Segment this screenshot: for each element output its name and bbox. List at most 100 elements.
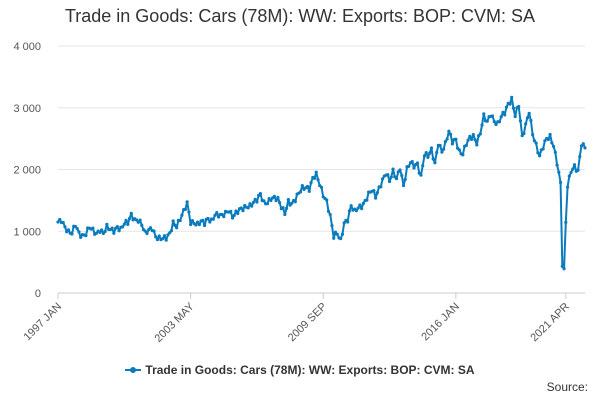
data-point	[148, 226, 153, 230]
data-point	[508, 102, 512, 106]
data-point	[387, 179, 392, 184]
data-point	[340, 232, 345, 236]
data-point	[510, 95, 514, 99]
x-axis: 1997 JAN 2003 MAY 2009 SEP 2016 JAN 2021 APR	[21, 293, 572, 345]
data-point	[468, 134, 472, 138]
data-point	[365, 198, 369, 202]
data-point	[168, 231, 172, 235]
data-point	[482, 112, 486, 116]
data-point	[335, 232, 339, 236]
data-point	[349, 204, 353, 208]
data-point	[442, 147, 446, 151]
data-point	[419, 173, 423, 177]
data-point	[143, 229, 147, 233]
data-point	[485, 119, 489, 123]
data-point	[262, 199, 266, 203]
data-point	[269, 198, 273, 203]
data-point	[239, 206, 243, 210]
data-point	[450, 142, 454, 146]
data-point	[171, 219, 175, 223]
data-point	[274, 199, 278, 203]
data-point	[66, 228, 71, 232]
data-point	[154, 235, 158, 239]
data-point	[454, 137, 458, 141]
data-point	[398, 168, 402, 172]
data-point	[529, 118, 533, 123]
data-point	[110, 226, 114, 230]
data-point	[305, 184, 310, 189]
data-point	[112, 231, 116, 235]
data-point	[394, 177, 399, 181]
data-point	[312, 176, 317, 180]
legend-item[interactable]: Trade in Goods: Cars (78M): WW: Exports:…	[125, 363, 475, 377]
data-point	[229, 209, 233, 213]
data-point	[379, 185, 383, 189]
y-tick-label: 3 000	[13, 103, 41, 115]
data-point	[265, 202, 269, 206]
data-point	[511, 106, 516, 110]
data-point	[180, 213, 184, 217]
data-point	[541, 147, 545, 151]
data-point	[339, 236, 343, 241]
data-point	[222, 214, 226, 219]
data-point	[560, 264, 564, 268]
data-point	[553, 150, 557, 154]
data-point	[478, 132, 482, 136]
data-point	[183, 207, 187, 211]
x-tick-label: 2009 SEP	[286, 301, 330, 345]
data-point	[75, 226, 79, 231]
data-point	[494, 122, 498, 127]
data-point	[410, 159, 414, 164]
data-point	[236, 211, 240, 216]
data-point	[386, 173, 390, 177]
data-point	[564, 220, 568, 224]
data-point	[565, 185, 570, 189]
data-point	[138, 218, 142, 222]
data-point	[332, 236, 336, 240]
data-point	[70, 232, 74, 236]
data-point	[551, 144, 556, 149]
data-point	[134, 218, 139, 222]
data-point	[145, 231, 149, 236]
data-point	[272, 194, 276, 198]
data-point	[126, 222, 130, 226]
data-point	[319, 185, 324, 189]
data-point	[443, 140, 447, 144]
data-point	[522, 131, 526, 136]
legend: Trade in Goods: Cars (78M): WW: Exports:…	[0, 363, 600, 379]
data-point	[499, 115, 503, 119]
data-point	[517, 104, 521, 109]
data-point	[73, 224, 78, 229]
y-tick-label: 4 000	[13, 41, 41, 53]
data-point	[372, 188, 376, 193]
data-point	[316, 178, 320, 182]
data-point	[173, 223, 177, 227]
series-line	[57, 96, 586, 270]
data-point	[415, 161, 420, 165]
data-point	[469, 137, 474, 142]
data-point	[412, 166, 416, 170]
data-point	[248, 202, 252, 206]
data-point	[253, 197, 257, 201]
data-point	[169, 229, 174, 233]
data-point	[196, 220, 200, 224]
data-point	[428, 151, 432, 155]
legend-label: Trade in Goods: Cars (78M): WW: Exports:…	[145, 363, 475, 377]
data-point	[258, 191, 263, 196]
data-point	[562, 267, 566, 271]
data-point	[241, 209, 245, 213]
data-point	[578, 155, 582, 159]
data-point	[122, 222, 126, 226]
data-point	[155, 237, 160, 242]
data-point	[63, 225, 67, 229]
data-point	[358, 203, 362, 207]
data-point	[567, 174, 571, 178]
data-point	[527, 111, 531, 115]
data-point	[290, 201, 294, 205]
series-layer	[56, 95, 587, 271]
data-point	[375, 191, 379, 195]
data-point	[531, 133, 535, 137]
data-point	[581, 142, 585, 146]
data-point	[426, 155, 430, 159]
data-point	[251, 200, 256, 205]
